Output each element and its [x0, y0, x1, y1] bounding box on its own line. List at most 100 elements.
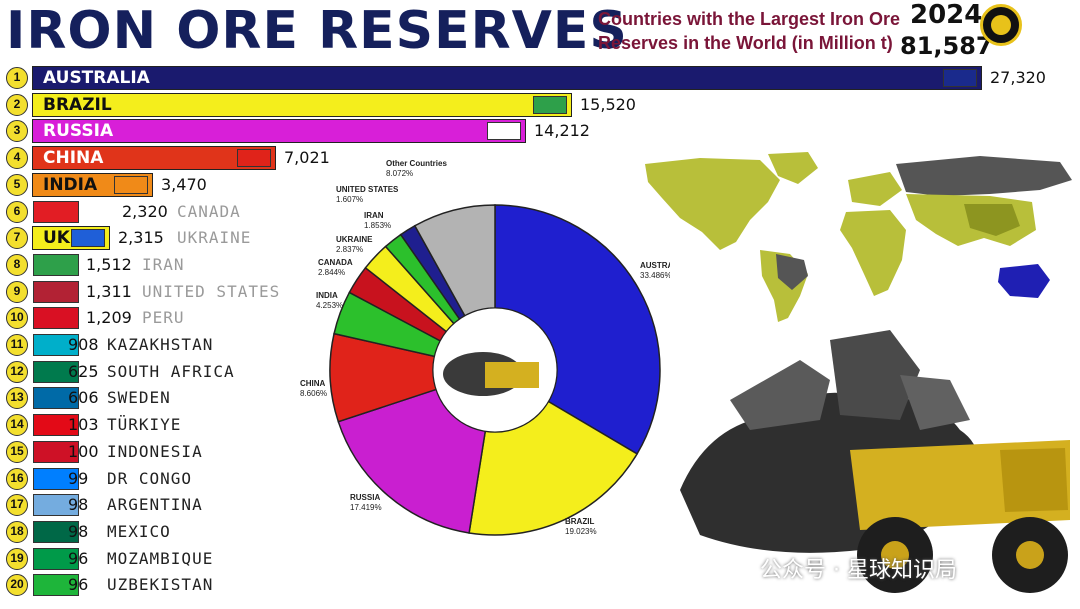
country-name-label: IRAN	[142, 255, 185, 274]
country-name-label: PERU	[142, 308, 185, 327]
country-name-label: SWEDEN	[107, 388, 171, 407]
china-flag-icon	[237, 149, 271, 167]
iran-flag-icon	[33, 254, 79, 276]
bar-value-label: 98	[68, 495, 89, 514]
russia-shape	[896, 156, 1072, 196]
slice-name-label: BRAZIL	[565, 517, 594, 526]
sweden-flag-icon	[33, 387, 79, 409]
bar-value-label: 103	[68, 415, 99, 434]
bar-value-label: 96	[68, 575, 89, 594]
bar-value-label: 14,212	[534, 121, 590, 140]
country-name-label: KAZAKHSTAN	[107, 335, 214, 354]
bar-value-label: 908	[68, 335, 99, 354]
rank-badge: 20	[6, 574, 28, 596]
argentina-flag-icon	[33, 494, 79, 516]
russia-flag-icon	[487, 122, 521, 140]
slice-percent-label: 1.853%	[364, 221, 391, 230]
country-name-label: TÜRKIYE	[107, 415, 182, 434]
ore-rock-shape	[830, 330, 920, 420]
north-america-shape	[645, 158, 780, 250]
bar-label: RUSSIA	[43, 121, 114, 141]
bar-value-label: 625	[68, 362, 99, 381]
australia-shape	[998, 264, 1050, 298]
dr-congo-flag-icon	[33, 468, 79, 490]
country-name-label: INDONESIA	[107, 442, 203, 461]
rank-badge: 4	[6, 147, 28, 169]
peru-flag-icon	[33, 307, 79, 329]
slice-percent-label: 1.607%	[336, 195, 363, 204]
slice-percent-label: 8.072%	[386, 169, 413, 178]
rank-badge: 19	[6, 548, 28, 570]
rank-badge: 18	[6, 521, 28, 543]
country-name-label: UZBEKISTAN	[107, 575, 214, 594]
turkiye-flag-icon	[33, 414, 79, 436]
bar-label: BRAZIL	[43, 95, 112, 115]
brazil-shape	[776, 254, 808, 290]
india-flag-icon	[114, 176, 148, 194]
mozambique-flag-icon	[33, 548, 79, 570]
rank-badge: 10	[6, 307, 28, 329]
europe-shape	[848, 172, 902, 206]
country-name-label: ARGENTINA	[107, 495, 203, 514]
country-name-label: SOUTH AFRICA	[107, 362, 235, 381]
bar-value-label: 27,320	[990, 68, 1046, 87]
greenland-shape	[768, 152, 818, 184]
rank-badge: 8	[6, 254, 28, 276]
slice-name-label: INDIA	[316, 291, 338, 300]
slice-name-label: AUSTRALIA	[640, 261, 670, 270]
bar-label: UK	[43, 228, 70, 248]
slice-name-label: CANADA	[318, 258, 353, 267]
country-name-label: MOZAMBIQUE	[107, 549, 214, 568]
bar: RUSSIA	[32, 119, 526, 143]
slice-percent-label: 8.606%	[300, 389, 327, 398]
channel-logo-icon	[980, 4, 1022, 46]
chart-subtitle: Countries with the Largest Iron Ore Rese…	[598, 9, 901, 53]
slice-percent-label: 2.837%	[336, 245, 363, 254]
bar-value-label: 3,470	[161, 175, 207, 194]
bar-value-label: 606	[68, 388, 99, 407]
rank-badge: 13	[6, 387, 28, 409]
china-shape	[964, 204, 1020, 236]
south-africa-flag-icon	[33, 361, 79, 383]
slice-percent-label: 33.486%	[640, 271, 670, 280]
rank-badge: 6	[6, 201, 28, 223]
brazil-flag-icon	[533, 96, 567, 114]
slice-percent-label: 19.023%	[565, 527, 597, 536]
bar-label: AUSTRALIA	[43, 68, 150, 88]
country-name-label: UNITED STATES	[142, 282, 281, 301]
kazakhstan-flag-icon	[33, 334, 79, 356]
bar-value-label: 96	[68, 549, 89, 568]
page-title: IRON ORE RESERVES	[6, 1, 628, 61]
mexico-flag-icon	[33, 521, 79, 543]
bar: CHINA	[32, 146, 276, 170]
africa-shape	[840, 210, 906, 296]
united-states-flag-icon	[33, 281, 79, 303]
bar-value-label: 98	[68, 522, 89, 541]
rank-badge: 14	[6, 414, 28, 436]
bar-value-label: 99	[68, 469, 89, 488]
bar-value-label: 100	[68, 442, 99, 461]
mining-truck-icon	[485, 362, 539, 388]
bar-value-label: 1,209	[86, 308, 132, 327]
bar-value-label: 1,311	[86, 282, 132, 301]
world-map-illustration	[645, 152, 1072, 322]
slice-name-label: RUSSIA	[350, 493, 380, 502]
bar-value-label: 2,320	[122, 202, 168, 221]
rank-badge: 16	[6, 468, 28, 490]
country-name-label: UKRAINE	[177, 228, 252, 247]
rank-badge: 9	[6, 281, 28, 303]
slice-percent-label: 4.253%	[316, 301, 343, 310]
uzbekistan-flag-icon	[33, 574, 79, 596]
bar: INDIA	[32, 173, 153, 197]
australia-flag-icon	[943, 69, 977, 87]
ore-rock-shape	[900, 375, 970, 430]
ukraine-flag-icon	[71, 229, 105, 247]
watermark-text: 公众号 · 星球知识局	[760, 558, 957, 583]
bar: AUSTRALIA	[32, 66, 982, 90]
rank-badge: 3	[6, 120, 28, 142]
country-name-label: CANADA	[177, 202, 241, 221]
bar-value-label: 15,520	[580, 95, 636, 114]
slice-percent-label: 17.419%	[350, 503, 382, 512]
slice-name-label: CHINA	[300, 379, 326, 388]
